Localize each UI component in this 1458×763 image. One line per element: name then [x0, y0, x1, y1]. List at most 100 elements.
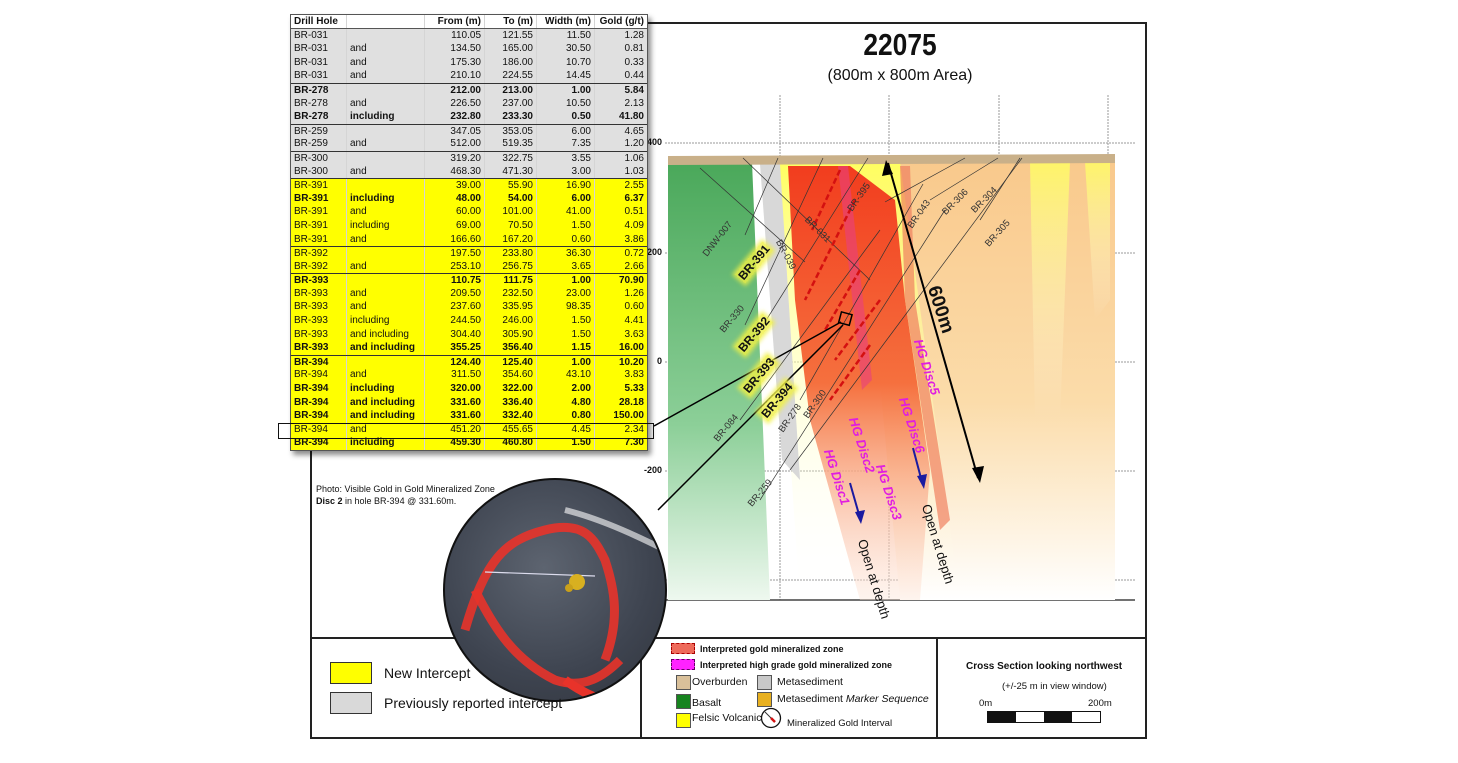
cell-width: 0.60	[537, 232, 595, 247]
table-row: BR-393 and including 304.40 305.90 1.50 3.63	[291, 327, 647, 342]
cell-width: 1.00	[537, 274, 595, 287]
overburden-layer	[668, 154, 1115, 165]
cell-to: 336.40	[485, 395, 537, 410]
cell-to: 356.40	[485, 341, 537, 355]
cell-to: 233.30	[485, 110, 537, 124]
gold-zone-main	[788, 166, 930, 600]
cell-gold: 5.33	[624, 383, 644, 395]
cell-drill-hole: BR-031	[291, 69, 347, 83]
table-row: BR-031 and 210.10 224.55 14.45 0.44	[291, 69, 647, 83]
cell-gold: 0.33	[624, 56, 644, 68]
cell-from: 210.10	[425, 69, 485, 83]
cell-to: 519.35	[485, 137, 537, 151]
cell-to: 70.50	[485, 218, 537, 233]
marker-label-italic: Marker Sequence	[845, 693, 929, 705]
cell-to: 186.00	[485, 55, 537, 70]
cell-drill-hole: BR-391	[291, 179, 347, 192]
cell-drill-hole: BR-394	[291, 382, 347, 396]
felsic-swatch	[676, 713, 691, 728]
marker-sequence-swatch	[757, 692, 772, 707]
cell-gold: 3.83	[624, 369, 644, 381]
header-from: From (m)	[425, 15, 485, 28]
cell-to: 232.50	[485, 286, 537, 301]
cell-from: 166.60	[425, 232, 485, 247]
table-row: BR-278 212.00 213.00 1.00 5.84	[291, 82, 647, 97]
cell-gold: 0.44	[624, 70, 644, 82]
cell-gold: 150.00	[613, 410, 644, 422]
cell-gold: 1.26	[624, 287, 644, 299]
table-row: BR-031 and 134.50 165.00 30.50 0.81	[291, 42, 647, 56]
hg-zone-label: Interpreted high grade gold mineralized …	[700, 660, 893, 670]
table-row: BR-393 110.75 111.75 1.00 70.90	[291, 273, 647, 287]
cell-gold: 6.37	[624, 192, 644, 204]
section-subtitle: (800m x 800m Area)	[827, 67, 973, 84]
cell-gold: 16.00	[618, 342, 644, 354]
cell-gold: 4.09	[624, 219, 644, 231]
header-width: Width (m)	[537, 15, 595, 28]
table-row: BR-394 including 320.00 322.00 2.00 5.33	[291, 382, 647, 396]
table-row: BR-278 including 232.80 233.30 0.50 41.80	[291, 110, 647, 124]
cell-width: 1.00	[537, 83, 595, 97]
overburden-label: Overburden	[692, 676, 748, 688]
cell-qualifier: and	[347, 232, 425, 247]
cell-drill-hole: BR-278	[291, 83, 347, 97]
cell-drill-hole: BR-392	[291, 247, 347, 260]
cell-to: 237.00	[485, 96, 537, 111]
table-row: BR-393 including 244.50 246.00 1.50 4.41	[291, 314, 647, 328]
cell-gold: 0.51	[624, 206, 644, 218]
cell-to: 125.40	[485, 355, 537, 369]
cell-from: 134.50	[425, 42, 485, 56]
previous-intercept-label: Previously reported intercept	[384, 695, 563, 711]
cell-drill-hole: BR-394	[291, 422, 347, 437]
cell-qualifier: including	[347, 314, 425, 328]
divider	[640, 637, 642, 739]
length-arrow	[887, 162, 979, 479]
cell-to: 101.00	[485, 205, 537, 219]
cell-width: 98.35	[537, 300, 595, 315]
cell-gold: 10.20	[618, 356, 644, 368]
table-row: BR-391 and 166.60 167.20 0.60 3.86	[291, 232, 647, 247]
cell-width: 1.50	[537, 314, 595, 328]
cell-qualifier: and including	[347, 395, 425, 410]
scale-bar	[987, 711, 1101, 723]
cell-gold: 1.20	[624, 138, 644, 150]
cell-from: 237.60	[425, 300, 485, 315]
table-row: BR-391 including 48.00 54.00 6.00 6.37	[291, 191, 647, 206]
cell-gold: 5.84	[624, 84, 644, 96]
cell-to: 167.20	[485, 232, 537, 247]
cell-qualifier: and	[347, 422, 425, 437]
cell-drill-hole: BR-259	[291, 124, 347, 138]
cell-gold: 2.55	[624, 180, 644, 192]
cell-qualifier: including	[347, 382, 425, 396]
cell-qualifier	[347, 124, 425, 138]
cell-to: 322.75	[485, 151, 537, 165]
cell-width: 3.55	[537, 151, 595, 165]
cell-qualifier: and	[347, 368, 425, 383]
photo-caption: Photo: Visible Gold in Gold Mineralized …	[316, 483, 495, 507]
cell-width: 4.80	[537, 395, 595, 410]
cell-width: 10.50	[537, 96, 595, 111]
cell-width: 43.10	[537, 368, 595, 383]
table-row: BR-391 including 69.00 70.50 1.50 4.09	[291, 218, 647, 233]
table-row: BR-394 and 311.50 354.60 43.10 3.83	[291, 368, 647, 383]
cell-from: 69.00	[425, 218, 485, 233]
table-row: BR-300 and 468.30 471.30 3.00 1.03	[291, 164, 647, 179]
cell-gold: 41.80	[618, 111, 644, 123]
gold-zone-east	[900, 166, 950, 530]
cell-from: 320.00	[425, 382, 485, 396]
cell-gold: 1.03	[624, 165, 644, 177]
cell-to: 354.60	[485, 368, 537, 383]
cell-drill-hole: BR-393	[291, 341, 347, 355]
cell-width: 30.50	[537, 42, 595, 56]
table-row: BR-394 and 451.20 455.65 4.45 2.34	[291, 422, 647, 437]
cell-width: 41.00	[537, 205, 595, 219]
cell-qualifier	[347, 179, 425, 192]
cell-from: 459.30	[425, 436, 485, 450]
cell-gold: 4.65	[624, 125, 644, 137]
cell-qualifier: and	[347, 137, 425, 151]
table-row: BR-278 and 226.50 237.00 10.50 2.13	[291, 96, 647, 111]
cell-from: 355.25	[425, 341, 485, 355]
cell-to: 55.90	[485, 179, 537, 192]
cell-qualifier: and	[347, 69, 425, 83]
cell-qualifier: including	[347, 110, 425, 124]
